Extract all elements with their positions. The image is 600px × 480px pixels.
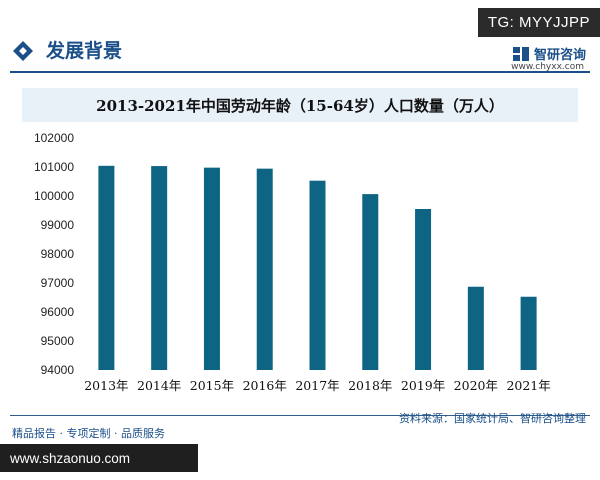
bar-2018年 [362,194,378,370]
bar-2021年 [521,297,537,370]
bar-2017年 [310,181,326,370]
footer-tagline: 精品报告 · 专项定制 · 品质服务 [12,425,165,441]
bar-2020年 [468,287,484,370]
bar-2014年 [151,166,167,370]
x-tick-label: 2018年 [348,378,392,393]
y-tick-label: 102000 [34,131,74,145]
y-tick-label: 101000 [34,160,74,174]
url-badge: www.shzaonuo.com [0,444,198,472]
bar-chart: 94000 95000 96000 97000 98000 99000 100000 1010… [0,0,600,400]
bar-2013年 [98,166,114,370]
bar-2019年 [415,209,431,370]
x-tick-label: 2016年 [243,378,287,393]
x-tick-label: 2017年 [295,378,339,393]
x-axis-ticks: 2013年 2014年 2015年 2016年 2017年 2018年 2019年 2020年… [84,378,551,393]
x-tick-label: 2019年 [401,378,445,393]
y-tick-label: 95000 [41,334,75,348]
source-note: 资料来源：国家统计局、智研咨询整理 [399,410,586,426]
y-tick-label: 96000 [41,305,75,319]
bars [98,166,536,370]
bar-2015年 [204,168,220,370]
bar-2016年 [257,169,273,370]
x-tick-label: 2013年 [84,378,128,393]
y-tick-label: 99000 [41,218,75,232]
y-tick-label: 98000 [41,247,75,261]
x-tick-label: 2014年 [137,378,181,393]
y-tick-label: 97000 [41,276,75,290]
x-tick-label: 2021年 [506,378,550,393]
x-tick-label: 2015年 [190,378,234,393]
y-axis-ticks: 94000 95000 96000 97000 98000 99000 100000 1010… [34,131,74,377]
x-tick-label: 2020年 [454,378,498,393]
y-tick-label: 94000 [41,363,75,377]
y-tick-label: 100000 [34,189,74,203]
